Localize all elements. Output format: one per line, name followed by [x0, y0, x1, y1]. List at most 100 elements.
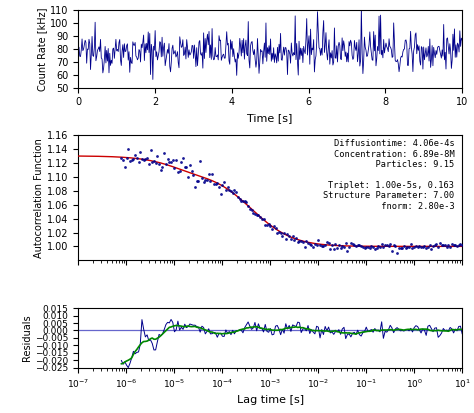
Point — [263, 221, 271, 228]
Point — [165, 158, 173, 165]
Point — [306, 240, 313, 247]
Point — [447, 244, 454, 251]
Point — [279, 233, 286, 240]
Point — [129, 156, 137, 162]
Point — [150, 158, 158, 164]
Point — [265, 221, 273, 227]
Point — [140, 157, 147, 163]
Point — [273, 229, 281, 236]
Point — [386, 241, 394, 247]
Point — [412, 243, 419, 250]
Point — [417, 243, 425, 250]
Point — [176, 168, 183, 174]
Point — [232, 189, 240, 196]
Point — [383, 242, 391, 248]
Point — [433, 241, 440, 247]
Point — [297, 238, 305, 244]
Point — [285, 232, 293, 239]
Point — [287, 236, 295, 242]
Point — [403, 243, 411, 250]
Point — [182, 163, 190, 170]
Point — [327, 246, 334, 253]
Point — [456, 240, 464, 247]
Point — [429, 243, 437, 249]
Point — [210, 181, 218, 188]
Point — [142, 156, 149, 163]
Point — [219, 182, 226, 188]
Point — [217, 191, 225, 197]
Point — [318, 242, 326, 249]
Point — [203, 176, 211, 183]
Point — [376, 244, 384, 251]
Point — [200, 179, 208, 185]
Point — [292, 235, 300, 242]
Point — [284, 230, 292, 237]
Point — [167, 159, 175, 165]
Point — [148, 158, 156, 165]
Point — [321, 242, 329, 248]
Point — [291, 236, 298, 243]
Point — [237, 198, 245, 204]
Point — [325, 240, 332, 246]
Point — [145, 161, 153, 167]
Point — [392, 243, 399, 250]
Point — [244, 203, 252, 209]
Point — [381, 242, 389, 249]
Point — [397, 244, 404, 251]
Point — [407, 240, 415, 247]
Point — [439, 242, 447, 248]
Point — [416, 242, 423, 249]
Point — [222, 187, 229, 193]
Point — [390, 242, 398, 249]
Point — [350, 242, 358, 248]
Point — [118, 154, 125, 161]
Point — [313, 242, 320, 248]
Point — [227, 188, 235, 194]
Y-axis label: Residuals: Residuals — [22, 315, 32, 361]
Point — [369, 243, 377, 250]
Point — [289, 233, 296, 239]
Point — [241, 197, 248, 204]
Point — [310, 243, 317, 250]
Y-axis label: Count Rate [kHz]: Count Rate [kHz] — [37, 7, 47, 91]
Point — [352, 242, 360, 249]
Point — [452, 242, 459, 249]
Point — [455, 242, 463, 249]
Point — [119, 156, 127, 163]
Point — [335, 242, 343, 249]
X-axis label: Lag time [s]: Lag time [s] — [237, 395, 304, 405]
Point — [342, 240, 349, 247]
Point — [229, 190, 237, 197]
Point — [448, 240, 456, 247]
Point — [249, 210, 257, 216]
Point — [438, 242, 446, 249]
Point — [414, 243, 421, 250]
Point — [308, 241, 315, 248]
Point — [421, 242, 428, 249]
Point — [154, 153, 161, 159]
Point — [393, 250, 401, 257]
Point — [364, 244, 372, 250]
Point — [191, 184, 199, 190]
Point — [304, 240, 312, 247]
Point — [323, 239, 331, 246]
Point — [385, 242, 392, 249]
Point — [131, 152, 139, 158]
Point — [198, 175, 206, 181]
Point — [359, 244, 366, 251]
Point — [253, 212, 261, 218]
Point — [373, 245, 380, 252]
Point — [299, 239, 307, 245]
Point — [162, 161, 170, 168]
Point — [262, 222, 269, 228]
Point — [159, 164, 166, 170]
Point — [458, 242, 466, 249]
Point — [428, 246, 435, 252]
Point — [431, 241, 438, 248]
Point — [453, 243, 461, 249]
Point — [258, 216, 265, 223]
Point — [409, 244, 416, 251]
Point — [361, 244, 368, 251]
Point — [330, 246, 337, 252]
Point — [181, 164, 189, 170]
